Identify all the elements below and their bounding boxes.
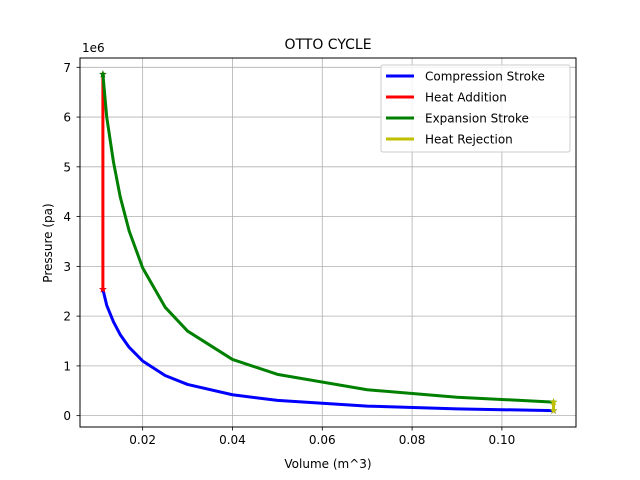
x-tick-label: 0.10 [489, 433, 516, 447]
legend-box [380, 64, 571, 153]
y-tick-label: 1 [63, 359, 71, 373]
legend-label: Heat Addition [425, 91, 507, 105]
legend-label: Compression Stroke [425, 70, 545, 84]
series-lines [99, 70, 558, 414]
y-tick-label: 5 [63, 160, 71, 174]
series-marker-heat-rejection [549, 398, 558, 406]
y-axis-label: Pressure (pa) [41, 203, 55, 282]
x-tick-label: 0.08 [399, 433, 426, 447]
x-axis-label: Volume (m^3) [284, 457, 371, 471]
series-marker-expansion-stroke [99, 70, 107, 78]
y-offset-label: 1e6 [82, 41, 105, 55]
y-tick-label: 3 [63, 260, 71, 274]
plot-frame [79, 57, 577, 428]
series-line-expansion-stroke [101, 74, 554, 404]
y-tick-label: 4 [63, 210, 71, 224]
y-tick-label: 0 [63, 409, 71, 423]
series-marker-heat-addition [99, 285, 107, 293]
legend-label: Expansion Stroke [425, 112, 529, 126]
y-tick-label: 2 [63, 310, 71, 324]
axis-ticks: 0.02 0.04 0.06 0.08 0.10 0 1 2 3 4 5 6 7 [63, 61, 515, 447]
y-tick-label: 6 [63, 111, 71, 125]
series-line-compression-stroke [101, 289, 554, 413]
x-tick-label: 0.02 [129, 433, 156, 447]
x-tick-label: 0.06 [309, 433, 336, 447]
series-marker-heat-rejection [549, 406, 558, 414]
legend-label: Heat Rejection [425, 133, 513, 147]
grid-lines [80, 58, 576, 427]
y-tick-label: 7 [63, 61, 71, 75]
x-tick-label: 0.04 [219, 433, 246, 447]
legend: Compression Stroke Heat Addition Expansion… [380, 64, 571, 153]
chart-title: OTTO CYCLE [284, 37, 371, 53]
